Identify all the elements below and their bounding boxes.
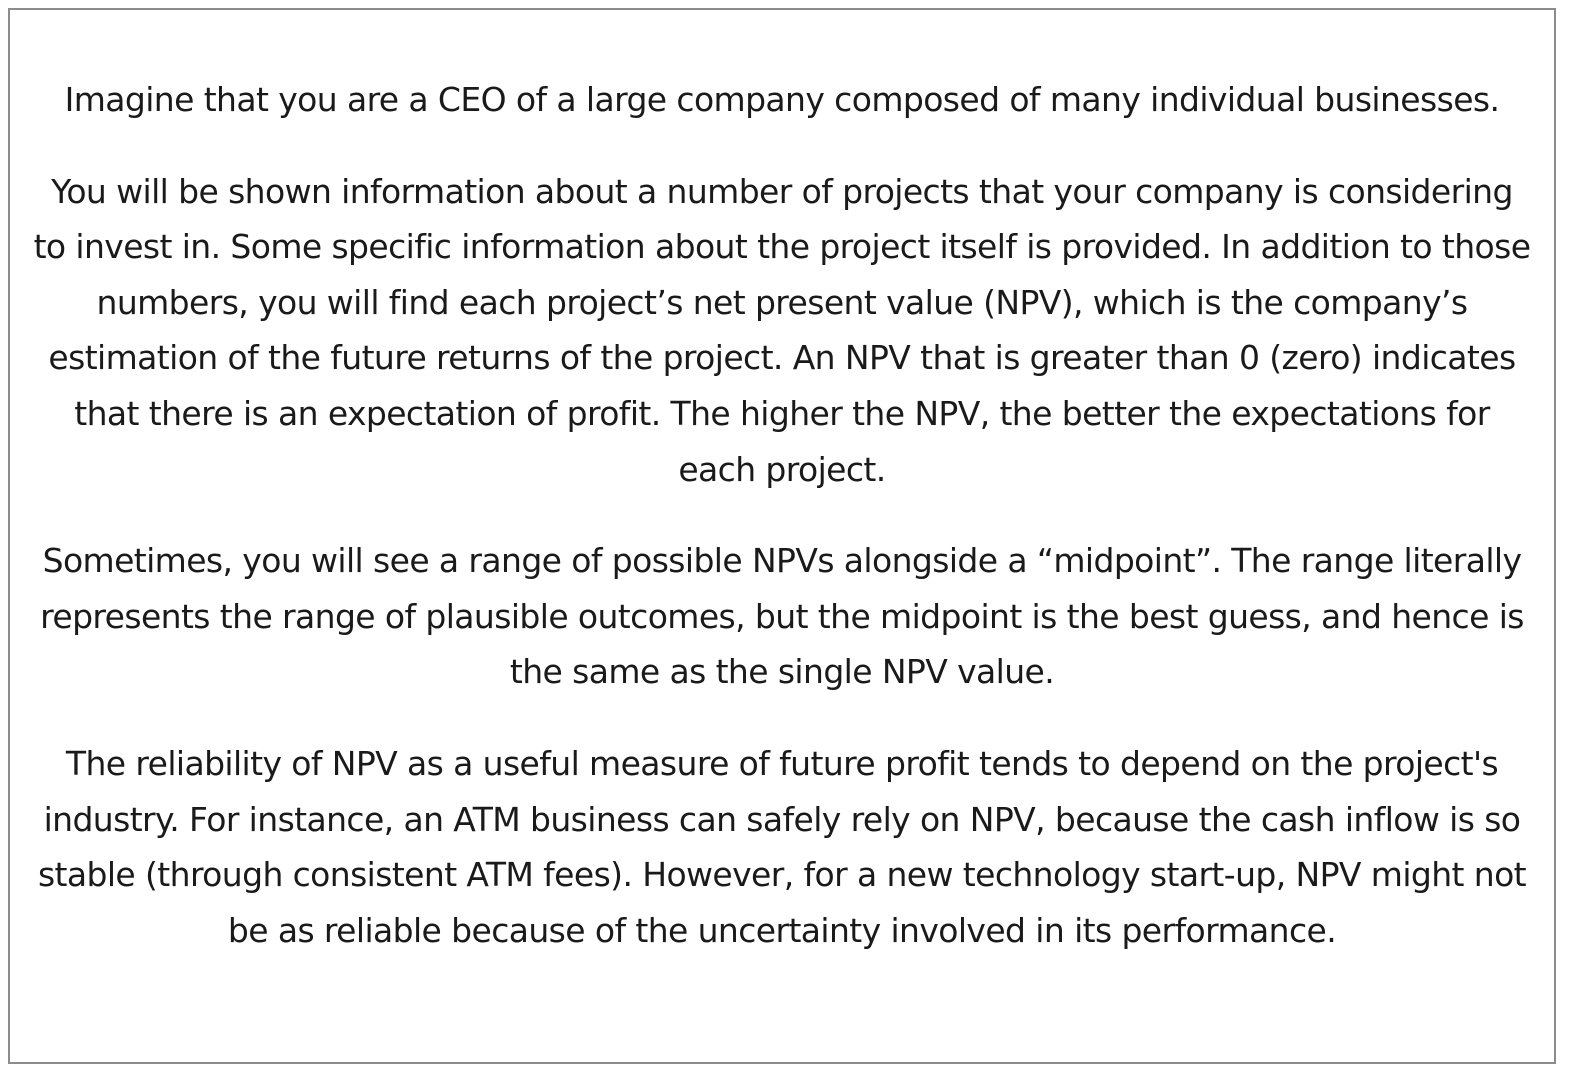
range-explanation-paragraph: Sometimes, you will see a range of possi…	[40, 541, 1524, 692]
instruction-text: Imagine that you are a CEO of a large co…	[10, 72, 1554, 958]
npv-explanation-paragraph: You will be shown information about a nu…	[33, 171, 1531, 489]
reliability-paragraph: The reliability of NPV as a useful measu…	[37, 743, 1527, 950]
intro-paragraph: Imagine that you are a CEO of a large co…	[64, 80, 1500, 119]
instruction-panel: Imagine that you are a CEO of a large co…	[8, 8, 1556, 1064]
